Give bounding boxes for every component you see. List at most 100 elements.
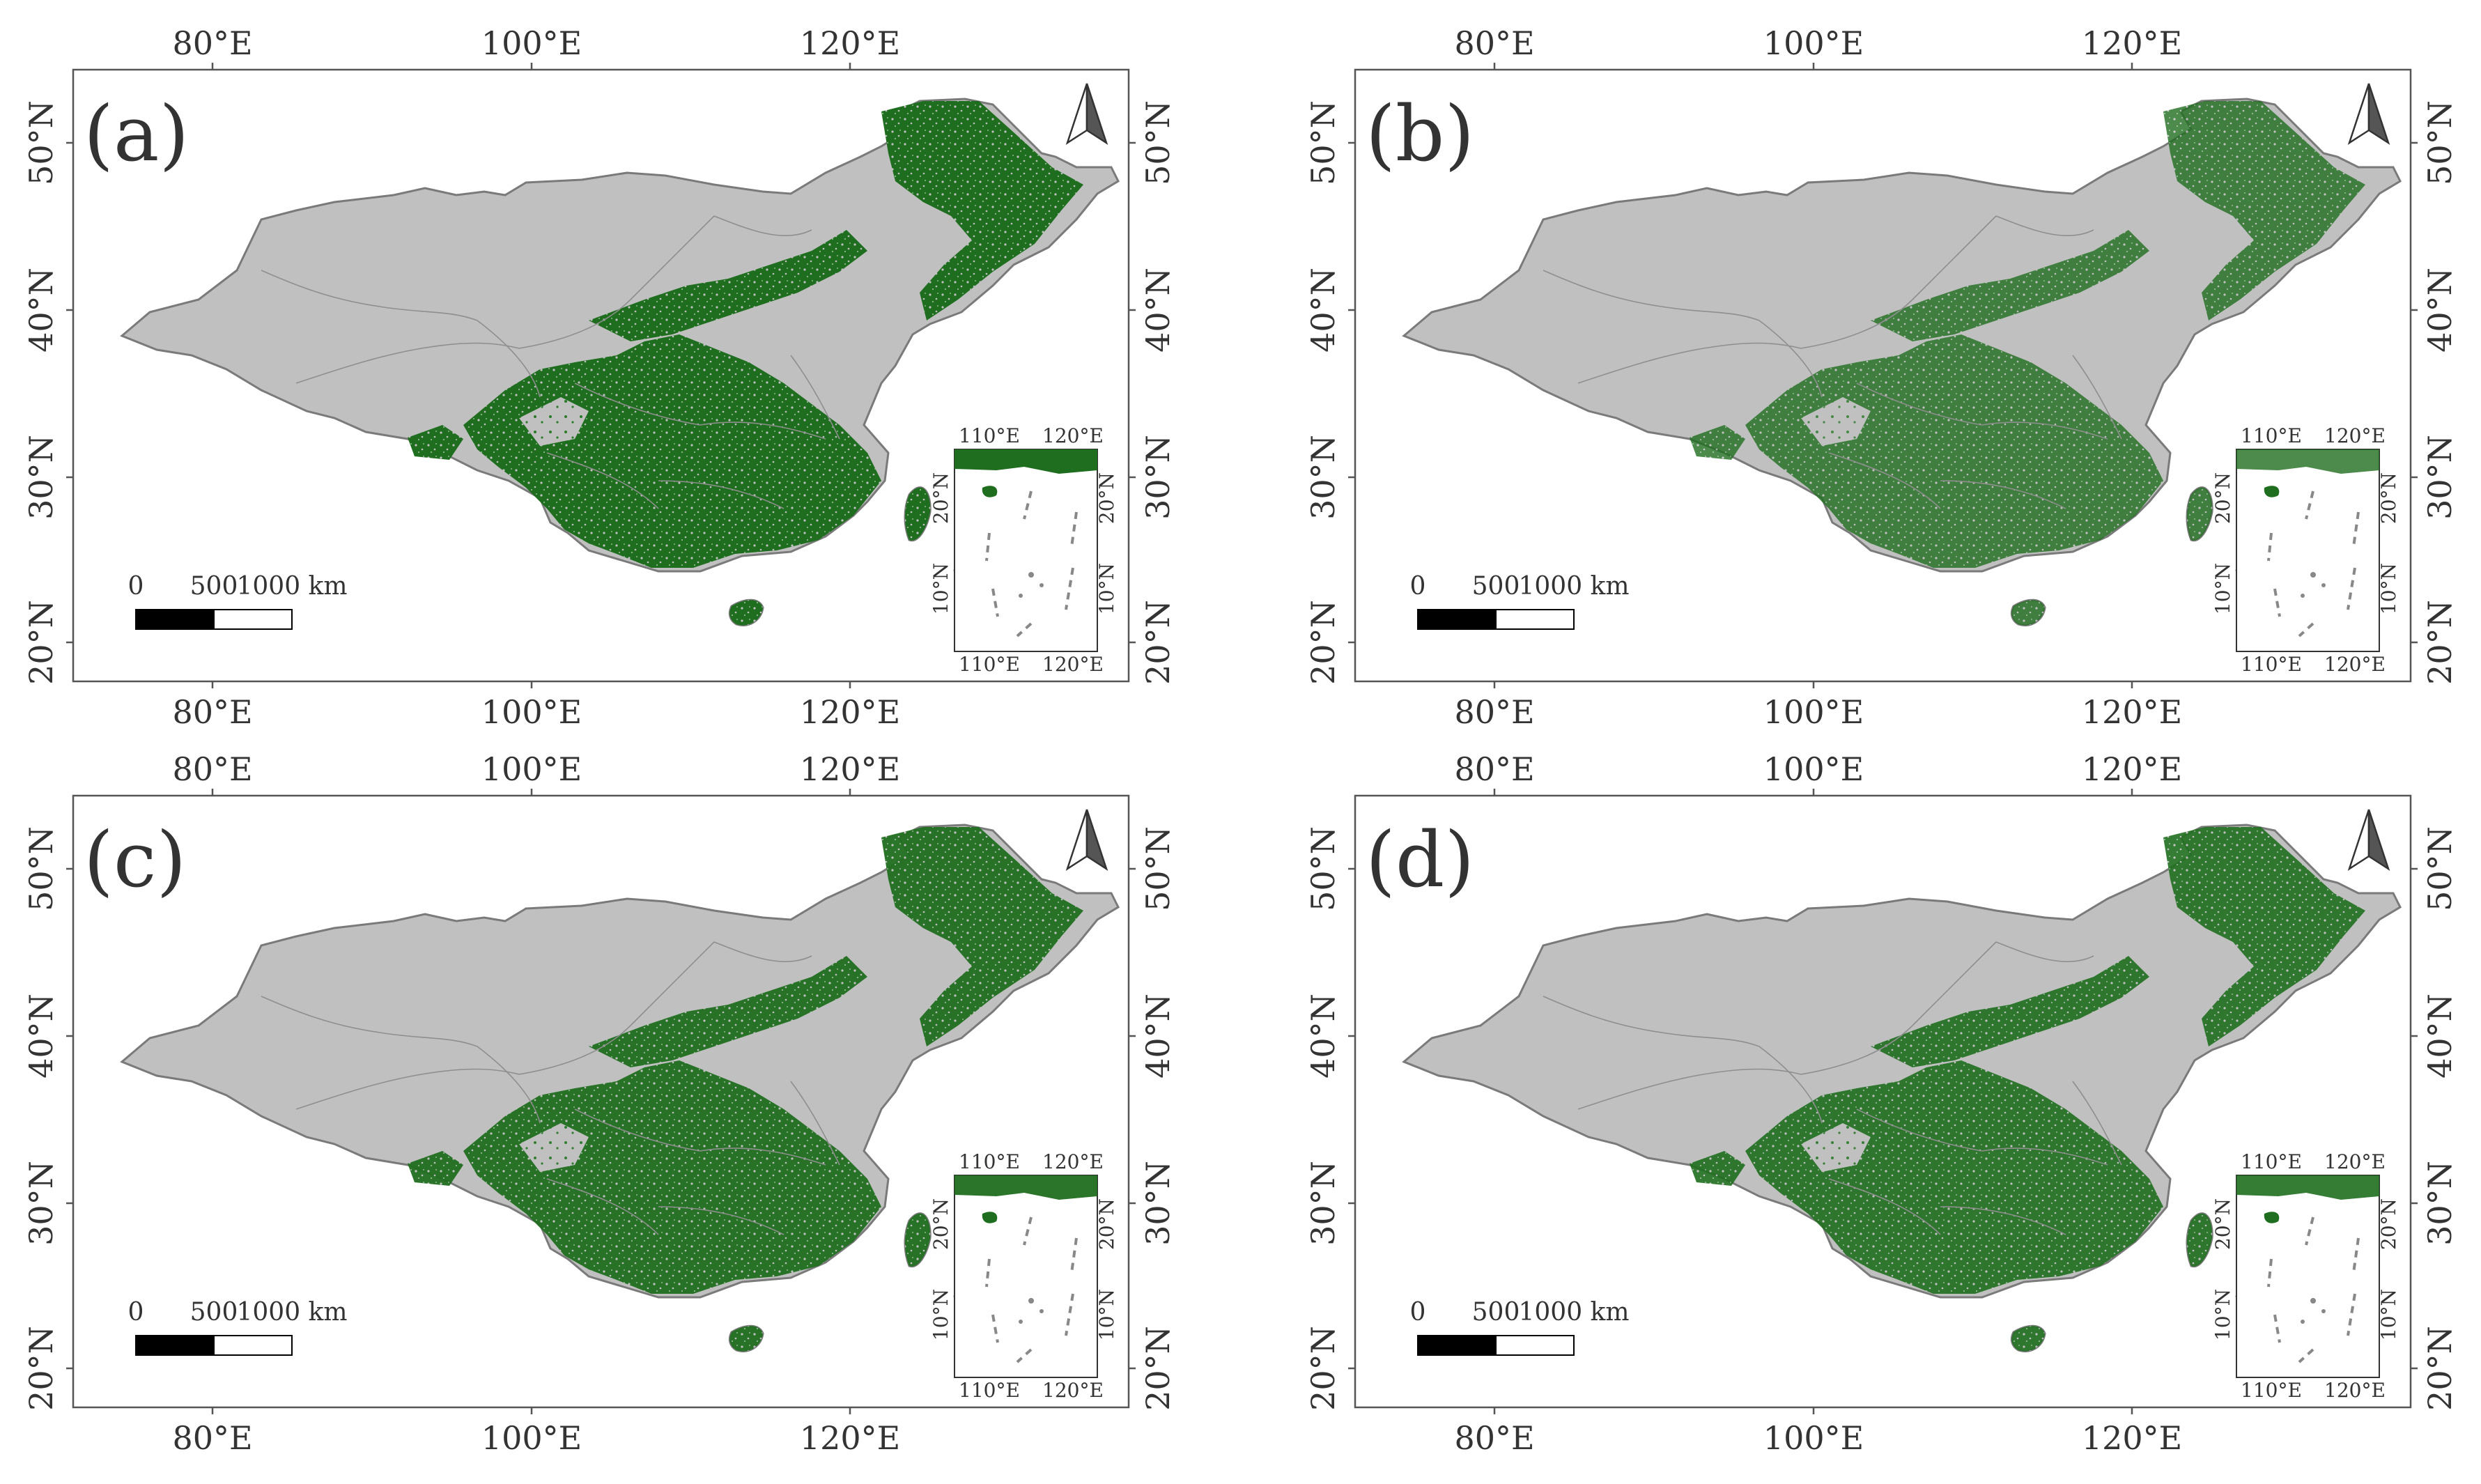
lat-tick-left-0: 50°N — [1304, 826, 1342, 911]
scale-label-1000: 1000 km — [236, 572, 347, 601]
inset-lat-tick-20: 20°N — [2211, 472, 2234, 524]
china-map — [1402, 824, 2402, 1353]
inset-lon-tick-120-bottom: 120°E — [1042, 1379, 1104, 1402]
lat-tick-left-3: 20°N — [1304, 600, 1342, 685]
scale-label-1000: 1000 km — [1518, 1298, 1629, 1327]
forest-cover — [408, 827, 1083, 1352]
lat-tick-right-2: 30°N — [1139, 435, 1177, 520]
lat-tick-right-3: 20°N — [2421, 1326, 2459, 1411]
lat-tick-right-1: 40°N — [2421, 994, 2459, 1079]
forest-cover — [1690, 101, 2365, 626]
lon-tick-bottom-0: 80°E — [172, 1419, 252, 1457]
lon-tick-bottom-1: 100°E — [481, 1419, 582, 1457]
inset-lon-tick-110-bottom: 110°E — [959, 653, 1020, 676]
inset-lat-tick-10-right: 10°N — [1095, 563, 1118, 615]
inset-lat-tick-20: 20°N — [2211, 1198, 2234, 1250]
scale-label-0: 0 — [1410, 572, 1426, 601]
scale-label-1000: 1000 km — [236, 1298, 347, 1327]
lon-tick-top-0: 80°E — [1454, 24, 1534, 62]
inset-lon-tick-110: 110°E — [959, 1150, 1020, 1173]
lat-tick-left-2: 30°N — [22, 435, 60, 520]
lon-tick-bottom-1: 100°E — [481, 693, 582, 731]
inset-map: 110°E 120°E 110°E 120°E 20°N 10°N 20°N 10°N — [929, 1150, 1118, 1402]
lon-tick-top-1: 100°E — [481, 750, 582, 788]
lat-tick-left-3: 20°N — [22, 600, 60, 685]
lat-tick-left-3: 20°N — [1304, 1326, 1342, 1411]
lon-tick-top-1: 100°E — [1763, 750, 1864, 788]
inset-lat-tick-20: 20°N — [929, 472, 952, 524]
lon-tick-bottom-2: 120°E — [800, 1419, 900, 1457]
lat-tick-right-2: 30°N — [2421, 435, 2459, 520]
inset-lon-tick-110-bottom: 110°E — [959, 1379, 1020, 1402]
lat-tick-right-0: 50°N — [2421, 100, 2459, 185]
inset-lat-tick-20-right: 20°N — [2377, 1198, 2400, 1250]
scale-label-0: 0 — [128, 572, 144, 601]
inset-lon-tick-120-bottom: 120°E — [1042, 653, 1104, 676]
lat-tick-left-1: 40°N — [22, 268, 60, 353]
inset-lat-tick-20-right: 20°N — [1095, 1198, 1118, 1250]
inset-lat-tick-20-right: 20°N — [2377, 472, 2400, 524]
lat-tick-left-0: 50°N — [22, 826, 60, 911]
province-boundaries — [261, 941, 840, 1235]
lon-tick-top-0: 80°E — [172, 750, 252, 788]
scale-label-500: 500 — [190, 572, 238, 601]
inset-map: 110°E 120°E 110°E 120°E 20°N 10°N 20°N 10°N — [929, 424, 1118, 676]
inset-lon-tick-120-bottom: 120°E — [2324, 653, 2386, 676]
inset-map: 110°E 120°E 110°E 120°E 20°N 10°N 20°N 10°N — [2211, 1150, 2400, 1402]
lat-tick-left-1: 40°N — [1304, 268, 1342, 353]
inset-lat-tick-10: 10°N — [929, 563, 952, 615]
lon-tick-top-2: 120°E — [2082, 24, 2182, 62]
lat-tick-right-1: 40°N — [1139, 994, 1177, 1079]
lat-tick-left-1: 40°N — [22, 994, 60, 1079]
china-map — [121, 824, 1120, 1353]
scale-label-500: 500 — [1472, 572, 1520, 601]
lat-tick-left-0: 50°N — [22, 100, 60, 185]
lon-tick-top-1: 100°E — [1763, 24, 1864, 62]
inset-lon-tick-110-bottom: 110°E — [2241, 1379, 2302, 1402]
inset-lon-tick-110: 110°E — [2241, 424, 2302, 447]
inset-lon-tick-110: 110°E — [959, 424, 1020, 447]
inset-lat-tick-20: 20°N — [929, 1198, 952, 1250]
lat-tick-right-3: 20°N — [1139, 600, 1177, 685]
inset-lon-tick-120: 120°E — [1042, 424, 1104, 447]
forest-cover — [408, 101, 1083, 626]
scale-label-1000: 1000 km — [1518, 572, 1629, 601]
province-boundaries — [1543, 215, 2122, 509]
scale-label-0: 0 — [1410, 1298, 1426, 1327]
lon-tick-bottom-1: 100°E — [1763, 1419, 1864, 1457]
lat-tick-right-2: 30°N — [1139, 1161, 1177, 1246]
lon-tick-top-2: 120°E — [2082, 750, 2182, 788]
lon-tick-top-0: 80°E — [172, 24, 252, 62]
lat-tick-right-0: 50°N — [1139, 100, 1177, 185]
lat-tick-right-3: 20°N — [1139, 1326, 1177, 1411]
inset-map: 110°E 120°E 110°E 120°E 20°N 10°N 20°N 10°N — [2211, 424, 2400, 676]
inset-lat-tick-10-right: 10°N — [1095, 1289, 1118, 1340]
north-arrow-icon — [2347, 809, 2390, 871]
scale-label-0: 0 — [128, 1298, 144, 1327]
lon-tick-top-1: 100°E — [481, 24, 582, 62]
lat-tick-left-2: 30°N — [1304, 1161, 1342, 1246]
lon-tick-bottom-0: 80°E — [1454, 1419, 1534, 1457]
lon-tick-top-0: 80°E — [1454, 750, 1534, 788]
lon-tick-top-2: 120°E — [800, 24, 900, 62]
panel-label: (b) — [1366, 89, 1474, 178]
lon-tick-bottom-1: 100°E — [1763, 693, 1864, 731]
inset-lat-tick-10-right: 10°N — [2377, 563, 2400, 615]
inset-lon-tick-110: 110°E — [2241, 1150, 2302, 1173]
lat-tick-left-0: 50°N — [1304, 100, 1342, 185]
panel-label: (d) — [1366, 815, 1474, 904]
inset-lat-tick-20-right: 20°N — [1095, 472, 1118, 524]
inset-lat-tick-10: 10°N — [929, 1289, 952, 1340]
lat-tick-right-0: 50°N — [2421, 826, 2459, 911]
china-map — [1402, 98, 2402, 627]
lon-tick-bottom-2: 120°E — [2082, 693, 2182, 731]
lon-tick-bottom-0: 80°E — [172, 693, 252, 731]
